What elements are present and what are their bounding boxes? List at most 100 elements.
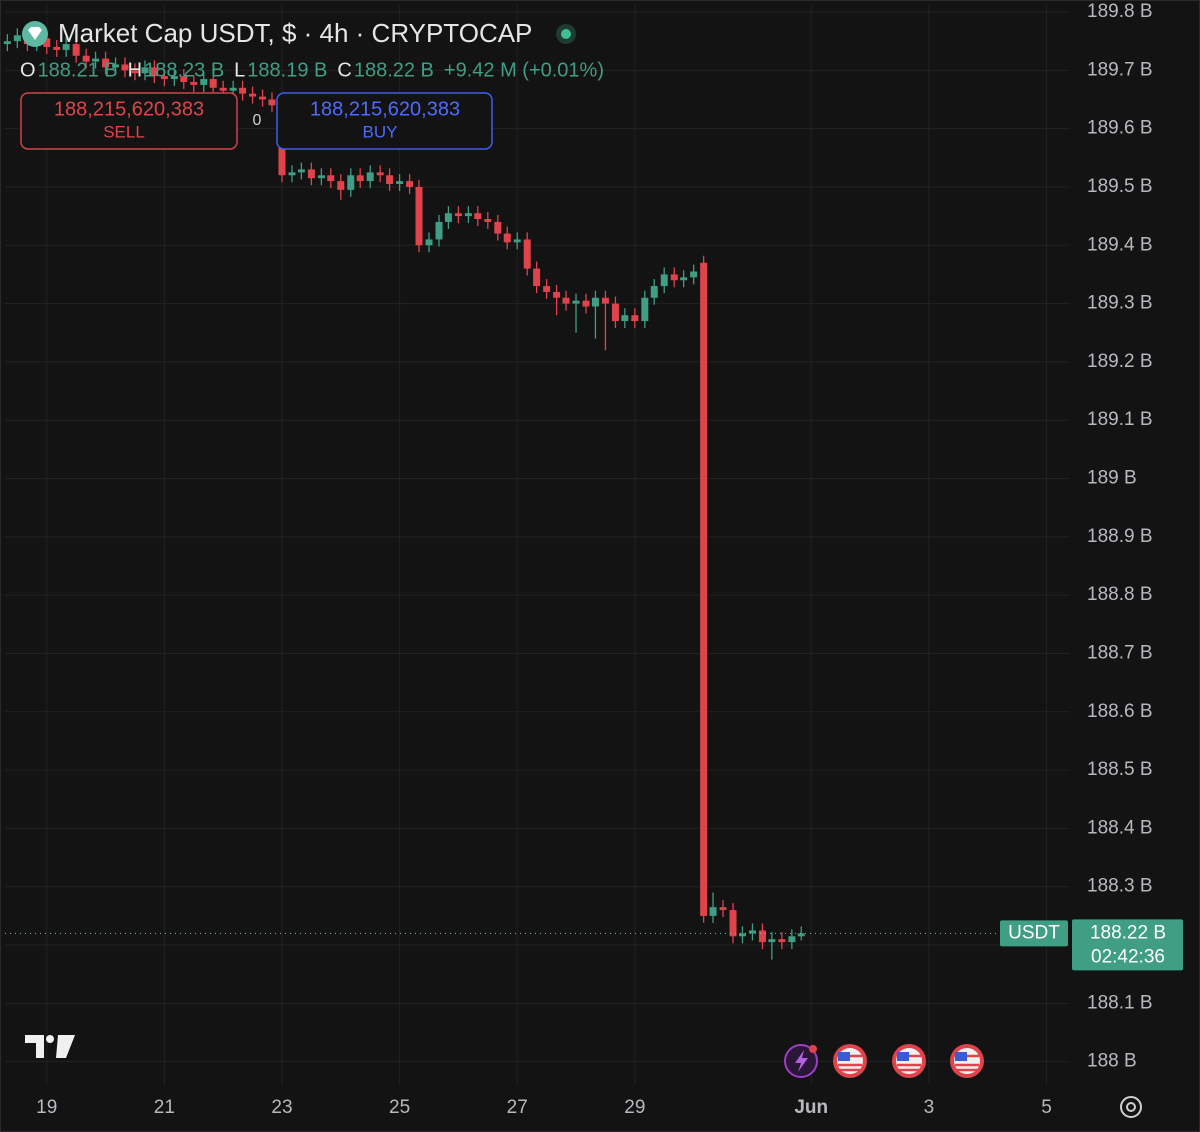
candle-body <box>53 46 61 50</box>
x-tick-label: 29 <box>624 1097 645 1118</box>
candle-body <box>503 233 511 243</box>
candle-body <box>513 239 521 243</box>
candle-body <box>200 79 208 85</box>
candle-body <box>719 907 727 911</box>
flag-canton <box>955 1052 967 1061</box>
flag-stripes <box>897 1054 921 1072</box>
chart-title: Market Cap USDT, $ · 4h · CRYPTOCAP <box>58 18 532 48</box>
candle-body <box>553 291 561 298</box>
candle-body <box>307 169 315 179</box>
y-tick-label: 189.1 B <box>1087 409 1153 430</box>
candle-body <box>788 936 796 943</box>
buy-label: BUY <box>363 122 398 141</box>
status-dot <box>561 29 571 39</box>
candle-body <box>523 239 531 269</box>
candle-body <box>670 274 678 281</box>
candle-body <box>278 128 286 176</box>
x-tick-label: 23 <box>271 1097 292 1118</box>
candle-body <box>160 76 168 80</box>
candle-body <box>709 907 717 916</box>
ohlc-key: O <box>20 59 36 81</box>
change-value: +9.42 M (+0.01%) <box>444 59 604 81</box>
y-tick-label: 188.7 B <box>1087 642 1153 663</box>
candle-body <box>484 219 492 222</box>
x-tick-label: 3 <box>924 1097 935 1118</box>
ohlc-key: C <box>337 59 351 81</box>
logo-part <box>46 1035 54 1043</box>
sell-button[interactable] <box>20 92 238 150</box>
candle-body <box>190 81 198 85</box>
x-tick-label: 21 <box>154 1097 175 1118</box>
candle-body <box>112 64 120 68</box>
candle-body <box>621 315 629 322</box>
candle-body <box>797 933 805 937</box>
y-tick-label: 189.3 B <box>1087 293 1153 314</box>
candle-body <box>317 175 325 179</box>
candle-body <box>43 38 51 47</box>
symbol-tag <box>1000 920 1068 947</box>
candle-body <box>738 933 746 937</box>
flag-canton <box>897 1052 909 1061</box>
y-tick-label: 189.6 B <box>1087 118 1153 139</box>
ohlc-value: 188.22 B <box>354 59 434 81</box>
candle-body <box>386 175 394 185</box>
ohlc-value: 188.21 B <box>38 59 118 81</box>
candle-body <box>454 213 462 217</box>
flag-icon[interactable] <box>892 1044 926 1078</box>
events-badge <box>809 1045 817 1053</box>
candle-body <box>700 262 708 916</box>
x-tick-label: Jun <box>794 1097 828 1118</box>
sell-price: 188,215,620,383 <box>54 98 204 120</box>
candle-body <box>219 87 227 91</box>
x-tick-label: 25 <box>389 1097 410 1118</box>
symbol-logo-mark <box>28 27 42 40</box>
sell-label: SELL <box>103 122 145 141</box>
candle-body <box>641 297 649 322</box>
y-tick-label: 189.2 B <box>1087 351 1153 372</box>
ohlc-key: H <box>128 59 142 81</box>
candle-body <box>778 939 786 943</box>
candle-body <box>229 87 237 91</box>
events-bolt <box>795 1050 808 1072</box>
flag-icon[interactable] <box>833 1044 867 1078</box>
candle-body <box>748 930 756 934</box>
ohlc-value: 188.19 B <box>247 59 327 81</box>
y-tick-label: 188.1 B <box>1087 992 1153 1013</box>
candle-body <box>425 239 433 246</box>
candle-body <box>444 213 452 222</box>
candle-body <box>591 297 599 307</box>
x-tick-label: 19 <box>36 1097 57 1118</box>
logo-part <box>25 1035 44 1058</box>
y-tick-label: 189.8 B <box>1087 1 1153 22</box>
logo-part <box>56 1035 75 1058</box>
flag-icon[interactable] <box>950 1044 984 1078</box>
candle-body <box>680 277 688 281</box>
candle-body <box>601 297 609 304</box>
candle-body <box>533 268 541 287</box>
buy-button[interactable] <box>276 92 493 150</box>
flag-canton <box>838 1052 850 1061</box>
candle-body <box>259 96 267 100</box>
candles-layer <box>3 28 1070 960</box>
candle-body <box>376 172 384 176</box>
candle-body <box>131 70 139 74</box>
x-tick-label: 27 <box>507 1097 528 1118</box>
candle-body <box>660 274 668 287</box>
candle-body <box>62 44 70 50</box>
y-tick-label: 189 B <box>1087 468 1137 489</box>
settings-icon[interactable] <box>1120 1096 1142 1118</box>
candle-body <box>562 297 570 304</box>
y-tick-label: 189.7 B <box>1087 59 1153 80</box>
candle-body <box>406 181 414 187</box>
candle-body <box>582 300 590 307</box>
candle-body <box>356 175 364 182</box>
candle-body <box>13 35 21 42</box>
buy-price: 188,215,620,383 <box>310 98 460 120</box>
candle-body <box>366 172 374 182</box>
flag-stripes <box>838 1054 862 1072</box>
candle-body <box>82 55 90 62</box>
candle-body <box>435 221 443 240</box>
y-tick-label: 188.6 B <box>1087 701 1153 722</box>
gear-hub <box>1126 1102 1136 1112</box>
